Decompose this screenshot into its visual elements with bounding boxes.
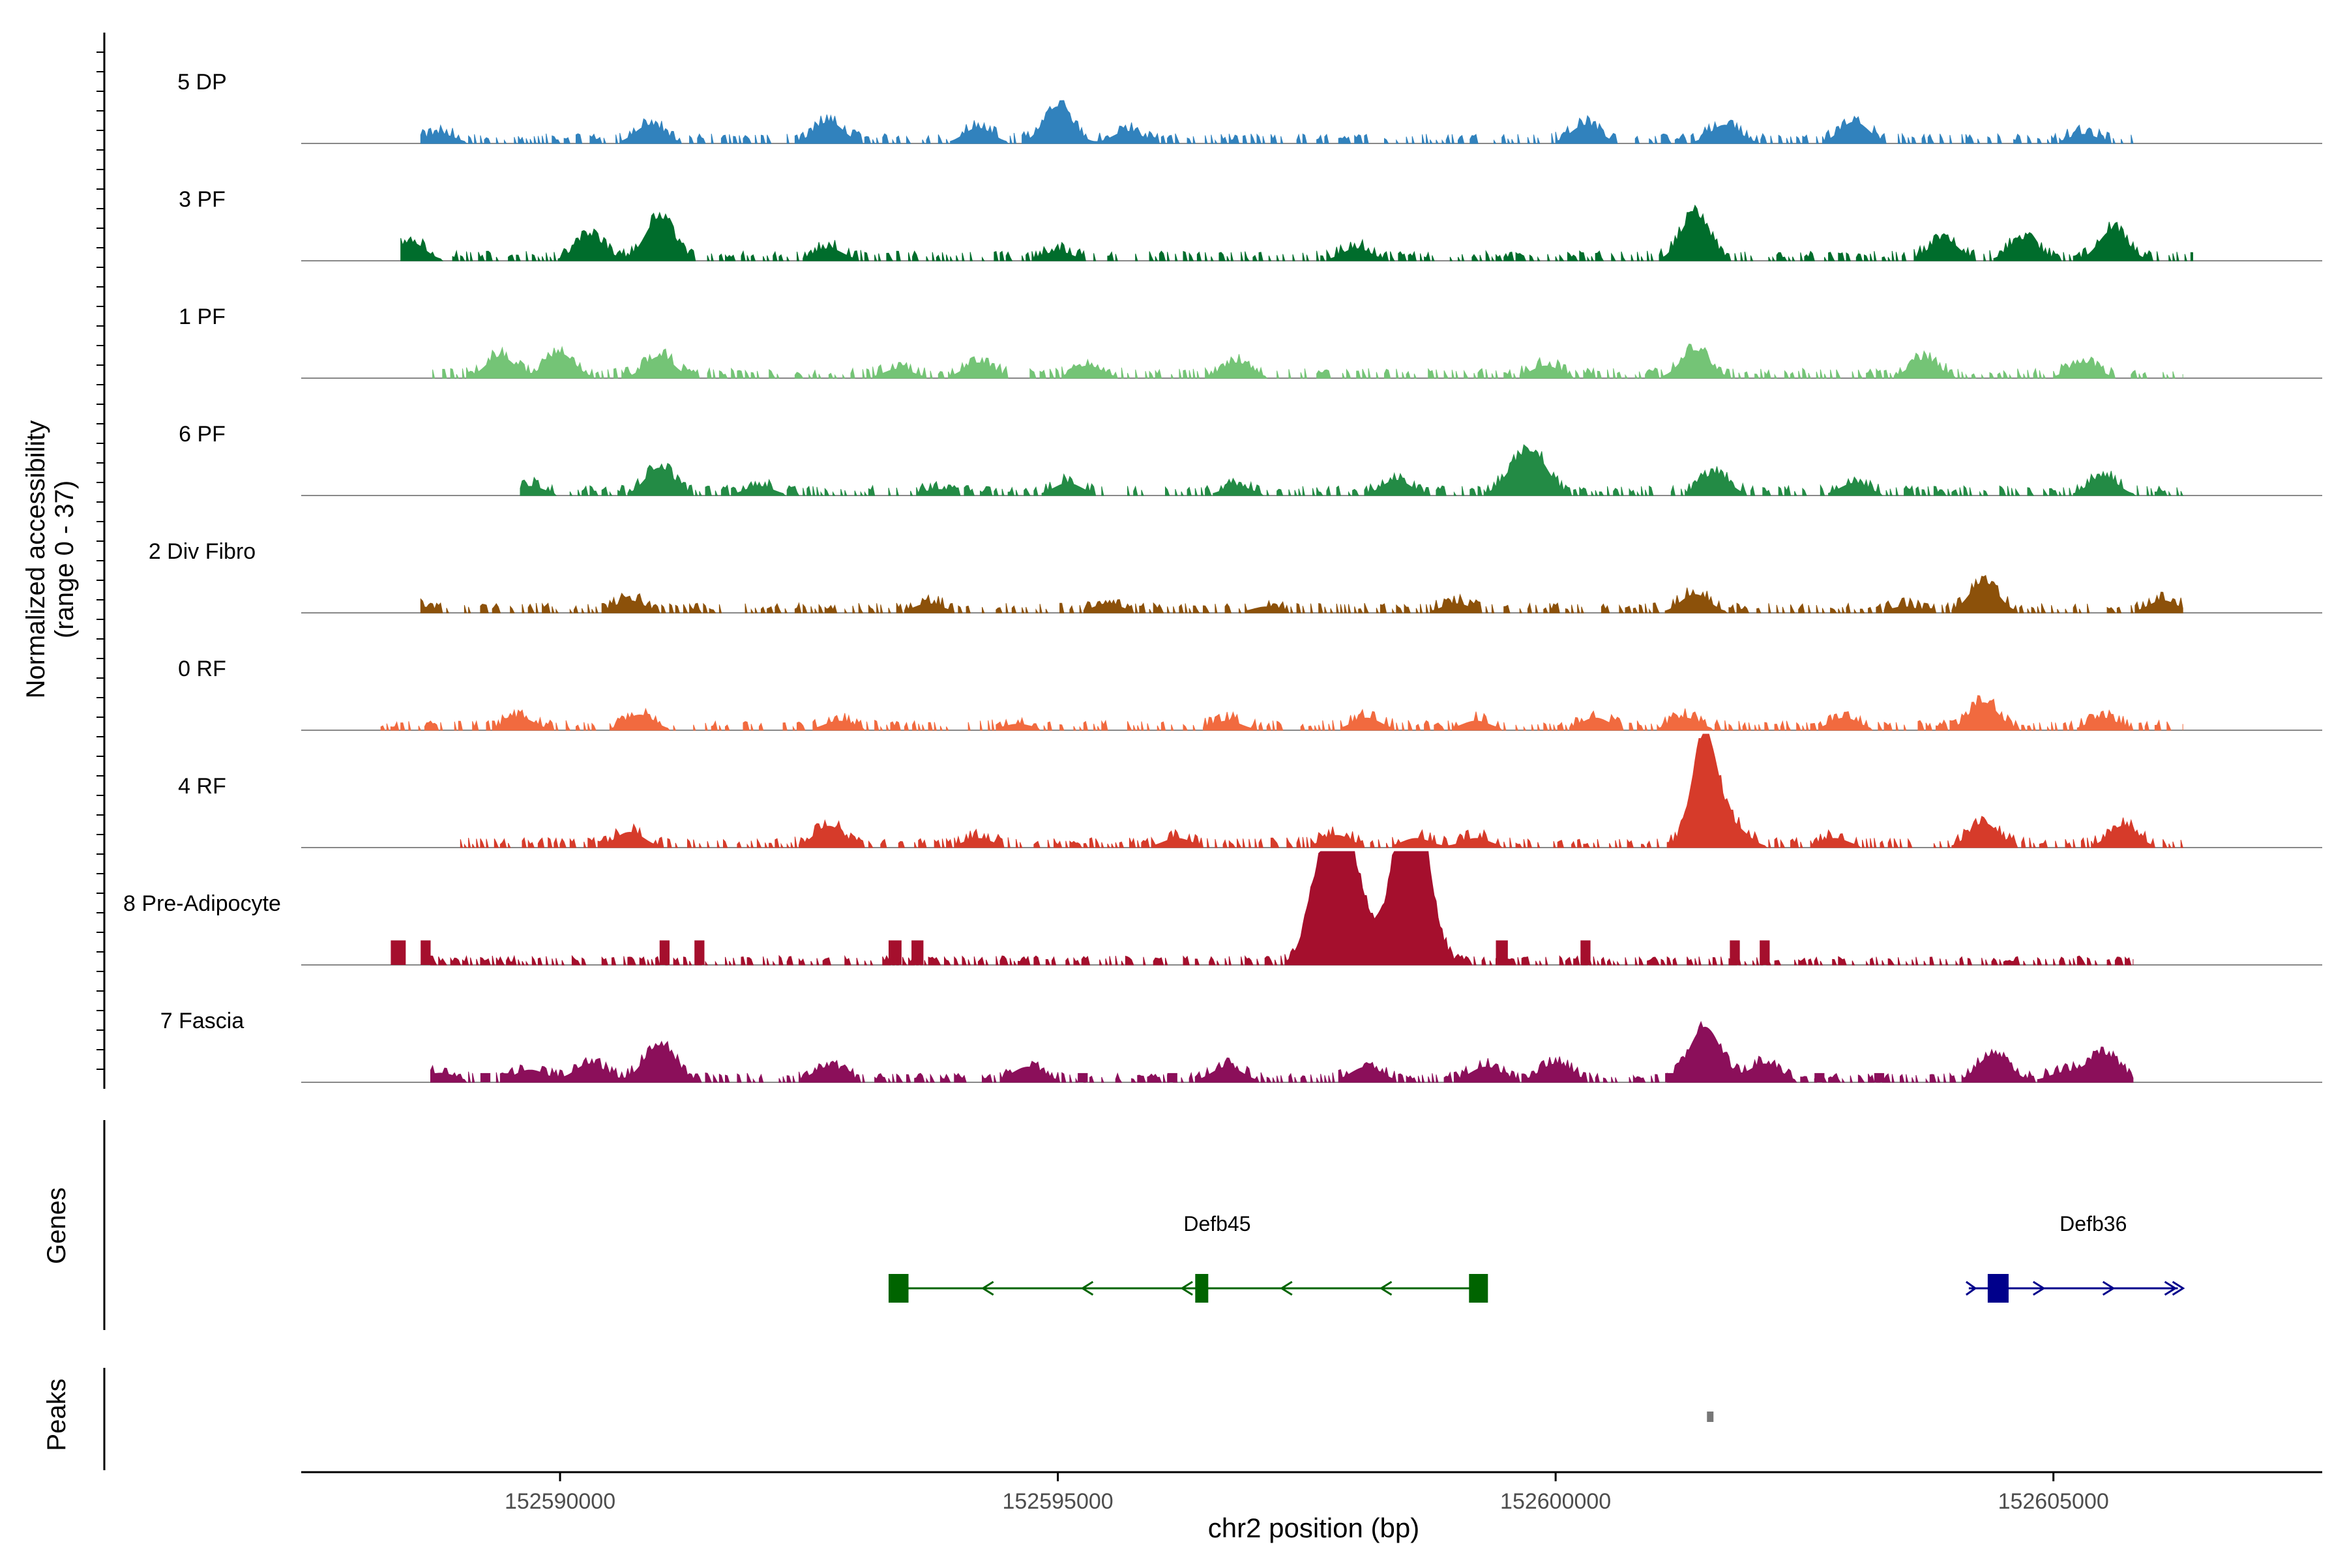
track-2-div-fibro: 2 Div Fibro <box>149 539 2322 614</box>
track-label: 1 PF <box>179 304 226 329</box>
coverage-area <box>520 444 2183 496</box>
strand-arrow-start <box>1966 1280 1977 1296</box>
x-tick-label: 152605000 <box>1998 1489 2109 1514</box>
gene-exon <box>1469 1274 1488 1303</box>
gene-exon <box>1195 1274 1209 1303</box>
coverage-area <box>420 100 2134 144</box>
track-1-pf: 1 PF <box>179 304 2322 379</box>
track-0-rf: 0 RF <box>178 657 2322 731</box>
coverage-area <box>400 204 2193 261</box>
strand-arrow <box>1080 1280 1094 1296</box>
strand-arrow <box>1379 1280 1393 1296</box>
coverage-block <box>1580 940 1591 965</box>
strand-arrow <box>1180 1280 1193 1296</box>
strand-arrow <box>981 1280 994 1296</box>
gene-exon <box>888 1274 909 1303</box>
track-5-dp: 5 DP <box>177 70 2322 144</box>
coverage-block <box>1496 940 1508 965</box>
gene-defb36: Defb36 <box>1966 1212 2185 1303</box>
track-7-fascia: 7 Fascia <box>160 1009 2322 1083</box>
track-label: 4 RF <box>178 774 226 799</box>
x-axis-label: chr2 position (bp) <box>1208 1513 1420 1543</box>
genes-track-label: Genes <box>42 1187 71 1264</box>
coverage-block <box>659 940 670 965</box>
coverage-block <box>1760 940 1770 965</box>
track-6-pf: 6 PF <box>179 422 2322 496</box>
x-tick-label: 152595000 <box>1002 1489 1113 1514</box>
coverage-area <box>432 344 2183 379</box>
strand-arrow <box>2102 1280 2116 1296</box>
gene-label: Defb45 <box>1183 1212 1250 1235</box>
coverage-area <box>420 574 2183 614</box>
strand-arrow <box>2032 1280 2046 1296</box>
gene-label: Defb36 <box>2059 1212 2127 1235</box>
coverage-block <box>1814 1072 1825 1082</box>
coverage-block <box>694 940 705 965</box>
coverage-area <box>430 851 2134 966</box>
strand-arrow-end <box>2164 1280 2185 1296</box>
coverage-area <box>430 1020 2134 1083</box>
peaks-track-label: Peaks <box>42 1378 71 1451</box>
x-tick-label: 152600000 <box>1500 1489 1611 1514</box>
strand-arrow <box>1279 1280 1293 1296</box>
track-label: 8 Pre-Adipocyte <box>123 891 281 916</box>
coverage-block <box>421 940 431 965</box>
track-8-pre-adipocyte: 8 Pre-Adipocyte <box>123 851 2322 966</box>
track-label: 0 RF <box>178 657 226 681</box>
coverage-area <box>460 733 2183 848</box>
coverage-block <box>1078 1072 1088 1082</box>
track-4-rf: 4 RF <box>178 733 2322 848</box>
track-3-pf: 3 PF <box>179 187 2322 261</box>
coverage-block <box>888 940 902 965</box>
track-label: 3 PF <box>179 187 226 212</box>
track-label: 7 Fascia <box>160 1009 244 1033</box>
gene-exon <box>1987 1274 2009 1303</box>
coverage-block <box>391 940 406 965</box>
track-label: 5 DP <box>177 70 227 95</box>
coverage-block <box>480 1072 491 1082</box>
y-axis-range-label: (range 0 - 37) <box>50 481 79 638</box>
peak-block <box>1707 1412 1714 1422</box>
x-tick-label: 152590000 <box>505 1489 615 1514</box>
y-axis-label: Normalized accessibility <box>22 421 50 699</box>
track-label: 2 Div Fibro <box>149 539 256 564</box>
coverage-area <box>380 695 2183 731</box>
gene-defb45: Defb45 <box>888 1212 1488 1303</box>
track-label: 6 PF <box>179 422 226 447</box>
